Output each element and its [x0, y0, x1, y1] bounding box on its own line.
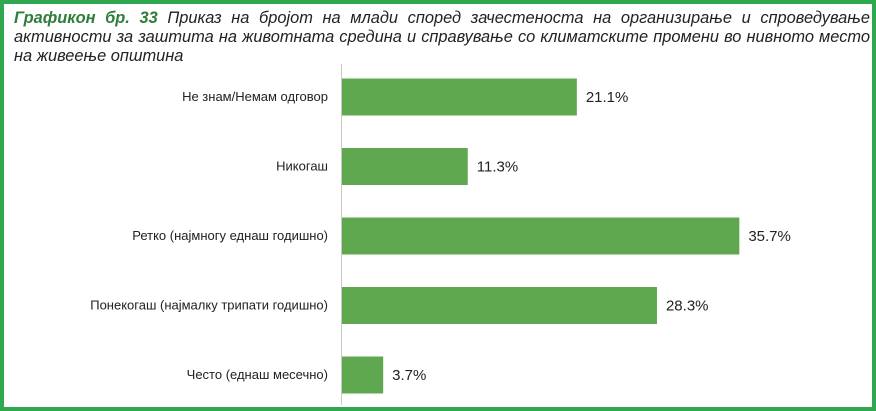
bars-group: Не знам/Немам одговор 21.1% Никогаш 11.3% Ре… — [90, 78, 791, 394]
category-label: Често (еднаш месечно) — [187, 367, 328, 382]
value-label: 21.1% — [586, 89, 629, 106]
category-label: Понекогаш (најмалку трипати годишно) — [90, 298, 328, 313]
bar — [342, 78, 577, 116]
category-label: Не знам/Немам одговор — [182, 89, 328, 104]
value-label: 35.7% — [748, 228, 791, 245]
chart-title-text: Приказ на бројот на млади според зачесте… — [14, 9, 870, 65]
value-label: 11.3% — [477, 159, 518, 176]
chart-title: Графикон бр. 33 Приказ на бројот на млад… — [14, 9, 870, 66]
category-label: Ретко (најмногу еднаш годишно) — [132, 228, 328, 243]
bar — [342, 287, 657, 324]
bar — [342, 356, 384, 394]
value-label: 3.7% — [392, 367, 426, 384]
chart-title-lead: Графикон бр. 33 — [14, 9, 158, 27]
category-label: Никогаш — [276, 159, 328, 174]
bar — [342, 148, 468, 185]
bar — [342, 217, 740, 255]
value-label: 28.3% — [666, 298, 709, 315]
